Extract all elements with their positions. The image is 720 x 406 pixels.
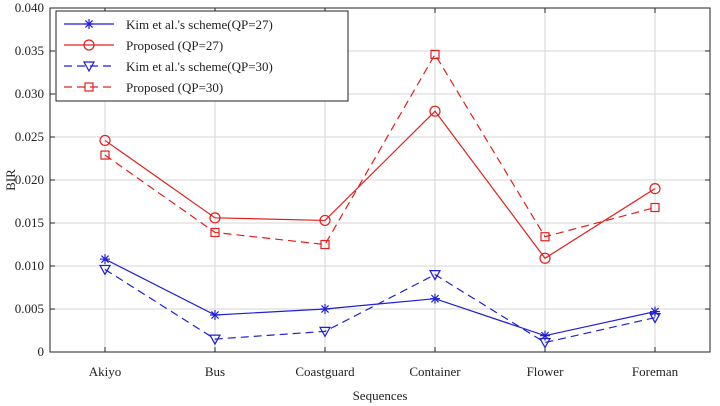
y-tick-label: 0.010 bbox=[15, 258, 44, 273]
data-point bbox=[649, 183, 661, 195]
data-point bbox=[428, 270, 442, 281]
data-point bbox=[650, 202, 660, 213]
y-tick-label: 0.020 bbox=[15, 172, 44, 187]
y-tick-label: 0.005 bbox=[15, 301, 44, 316]
legend-label: Proposed (QP=27) bbox=[126, 38, 223, 53]
y-tick-label: 0.015 bbox=[15, 215, 44, 230]
y-tick-label: 0.025 bbox=[15, 129, 44, 144]
data-point bbox=[429, 105, 441, 117]
legend-item: Kim et al.'s scheme(QP=30) bbox=[64, 59, 273, 74]
data-point bbox=[209, 212, 221, 224]
legend-box bbox=[55, 10, 349, 102]
data-point bbox=[83, 39, 95, 51]
x-tick-label: Flower bbox=[527, 364, 565, 379]
x-tick-label: Container bbox=[409, 364, 461, 379]
data-point bbox=[540, 232, 550, 242]
y-tick-label: 0 bbox=[38, 344, 45, 359]
data-point bbox=[318, 326, 332, 338]
data-point bbox=[82, 61, 96, 73]
data-point bbox=[320, 304, 330, 314]
y-tick-label: 0.040 bbox=[15, 0, 44, 15]
y-axis-ticks: 0 0.005 0.010 0.015 0.020 0.025 0.030 0.035 0.04… bbox=[15, 0, 710, 359]
series-2 bbox=[99, 105, 661, 264]
data-point bbox=[99, 134, 111, 147]
y-tick-label: 0.035 bbox=[15, 43, 44, 58]
series-layer bbox=[98, 49, 662, 349]
data-point bbox=[100, 254, 110, 265]
legend-label: Proposed (QP=30) bbox=[126, 80, 223, 95]
series-line bbox=[104, 268, 656, 344]
data-point bbox=[430, 49, 440, 60]
data-point bbox=[84, 82, 94, 92]
series-line bbox=[104, 110, 656, 260]
series-1 bbox=[100, 254, 660, 341]
data-point bbox=[100, 150, 110, 160]
legend-label: Kim et al.'s scheme(QP=30) bbox=[126, 59, 273, 74]
series-line bbox=[104, 53, 656, 246]
x-axis-ticks: Akiyo Bus Coastguard Container Flower Foreman bbox=[89, 8, 679, 379]
data-point bbox=[320, 239, 330, 250]
data-point bbox=[210, 227, 220, 238]
legend-label: Kim et al.'s scheme(QP=27) bbox=[126, 17, 273, 32]
series-4 bbox=[100, 49, 660, 250]
x-tick-label: Coastguard bbox=[295, 364, 355, 379]
data-point bbox=[540, 330, 550, 341]
x-tick-label: Akiyo bbox=[89, 364, 122, 379]
data-point bbox=[98, 264, 112, 276]
series-line bbox=[104, 258, 656, 337]
y-axis-title: BIR bbox=[3, 169, 18, 191]
legend-item: Proposed (QP=30) bbox=[64, 80, 223, 95]
legend-item: Kim et al.'s scheme(QP=27) bbox=[64, 17, 273, 32]
series-3 bbox=[98, 264, 662, 349]
legend: Kim et al.'s scheme(QP=27) Proposed (QP=2… bbox=[55, 10, 349, 102]
data-point bbox=[210, 310, 220, 321]
data-point bbox=[208, 334, 222, 346]
x-tick-label: Foreman bbox=[632, 364, 679, 379]
x-tick-label: Bus bbox=[205, 364, 225, 379]
data-point bbox=[84, 19, 94, 29]
data-point bbox=[319, 214, 331, 227]
x-axis-title: Sequences bbox=[353, 388, 408, 403]
legend-item: Proposed (QP=27) bbox=[64, 38, 223, 53]
data-point bbox=[648, 313, 662, 324]
data-point bbox=[538, 337, 552, 349]
y-tick-label: 0.030 bbox=[15, 86, 44, 101]
data-point bbox=[539, 252, 551, 264]
data-point bbox=[430, 293, 440, 304]
